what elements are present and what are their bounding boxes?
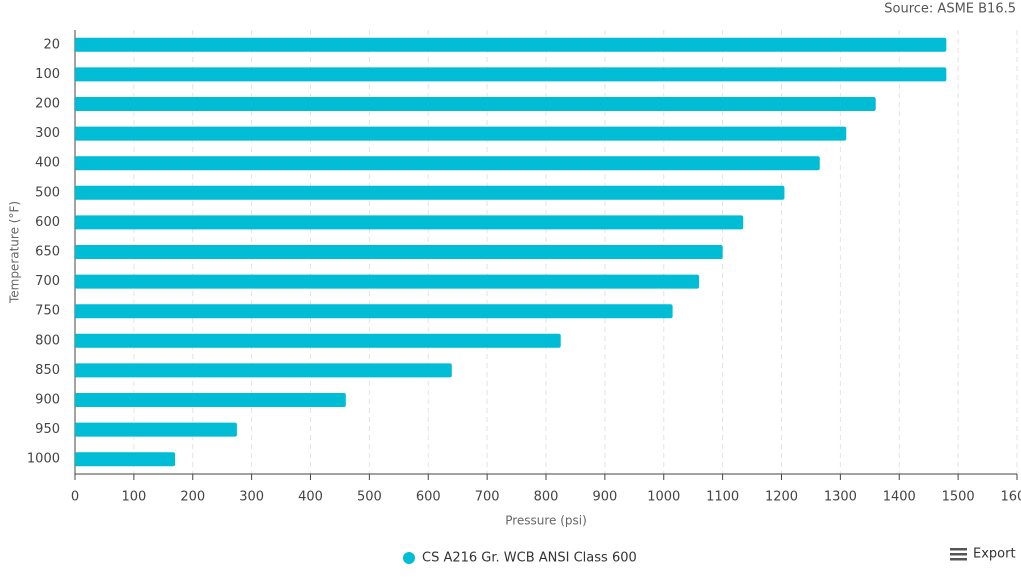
y-tick-label: 200 <box>35 97 60 112</box>
y-tick-label: 650 <box>35 245 60 260</box>
x-tick-label: 600 <box>416 490 441 505</box>
bar <box>75 215 744 230</box>
x-tick-label: 900 <box>592 490 617 505</box>
x-tick-label: 1000 <box>647 490 680 505</box>
x-tick-label: 1500 <box>942 490 975 505</box>
y-tick-label: 800 <box>35 333 60 348</box>
y-tick-label: 100 <box>35 67 60 82</box>
y-tick-label: 750 <box>35 304 60 319</box>
y-tick-label: 500 <box>35 185 60 200</box>
x-axis-title: Pressure (psi) <box>505 514 587 528</box>
x-tick-label: 500 <box>357 490 382 505</box>
bar <box>75 422 237 437</box>
y-tick-label: 400 <box>35 156 60 171</box>
menu-icon <box>950 553 967 556</box>
bar <box>75 126 847 141</box>
menu-icon <box>950 558 967 561</box>
legend-label: CS A216 Gr. WCB ANSI Class 600 <box>422 551 637 566</box>
bar <box>75 363 452 378</box>
y-tick-label: 20 <box>43 37 60 52</box>
x-tick-label: 800 <box>534 490 559 505</box>
bar <box>75 452 176 467</box>
bar <box>75 67 947 82</box>
bar <box>75 37 947 52</box>
x-tick-label: 1100 <box>706 490 739 505</box>
bar <box>75 156 820 171</box>
y-axis-title: Temperature (°F) <box>8 201 22 304</box>
source: Source: ASME B16.5 <box>884 2 1016 17</box>
legend-marker <box>403 552 415 564</box>
x-tick-label: 300 <box>239 490 264 505</box>
y-tick-label: 300 <box>35 126 60 141</box>
y-tick-label: 1000 <box>27 452 60 467</box>
x-tick-label: 1200 <box>765 490 798 505</box>
menu-icon <box>950 548 967 551</box>
x-tick-label: 400 <box>298 490 323 505</box>
bar <box>75 393 346 407</box>
x-tick-label: 0 <box>71 490 79 505</box>
bar <box>75 304 673 319</box>
bar <box>75 333 561 348</box>
x-tick-label: 700 <box>475 490 500 505</box>
x-tick-label: 1300 <box>824 490 857 505</box>
y-tick-label: 900 <box>35 393 60 408</box>
bar <box>75 274 700 289</box>
y-tick-label: 700 <box>35 274 60 289</box>
x-tick-label: 200 <box>180 490 205 505</box>
export-button[interactable]: Export <box>950 547 1016 562</box>
bar <box>75 245 723 259</box>
x-tick-label: 1400 <box>883 490 916 505</box>
x-tick-label: 1600 <box>1000 490 1021 505</box>
y-tick-label: 850 <box>35 363 60 378</box>
bar <box>75 185 785 200</box>
y-tick-label: 600 <box>35 215 60 230</box>
export-label[interactable]: Export <box>973 547 1016 562</box>
y-tick-label: 950 <box>35 422 60 437</box>
x-tick-label: 100 <box>121 490 146 505</box>
bar <box>75 97 876 111</box>
